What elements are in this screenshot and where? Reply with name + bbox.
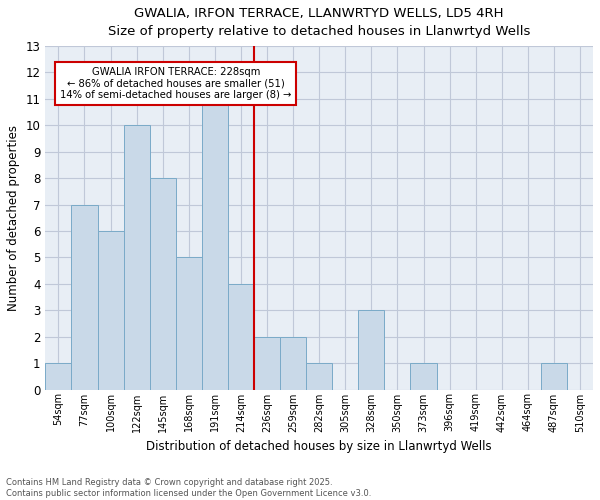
Bar [149,178,176,390]
Bar [410,363,437,390]
Bar [254,336,280,390]
Y-axis label: Number of detached properties: Number of detached properties [7,125,20,311]
Bar [280,336,306,390]
Bar [228,284,254,390]
Bar [124,126,149,390]
Bar [176,258,202,390]
Bar [98,231,124,390]
Bar [71,204,98,390]
Title: GWALIA, IRFON TERRACE, LLANWRTYD WELLS, LD5 4RH
Size of property relative to det: GWALIA, IRFON TERRACE, LLANWRTYD WELLS, … [108,7,530,38]
X-axis label: Distribution of detached houses by size in Llanwrtyd Wells: Distribution of detached houses by size … [146,440,492,453]
Bar [541,363,567,390]
Bar [202,99,228,390]
Text: Contains HM Land Registry data © Crown copyright and database right 2025.
Contai: Contains HM Land Registry data © Crown c… [6,478,371,498]
Bar [306,363,332,390]
Text: GWALIA IRFON TERRACE: 228sqm
← 86% of detached houses are smaller (51)
14% of se: GWALIA IRFON TERRACE: 228sqm ← 86% of de… [60,67,292,100]
Bar [46,363,71,390]
Bar [358,310,385,390]
